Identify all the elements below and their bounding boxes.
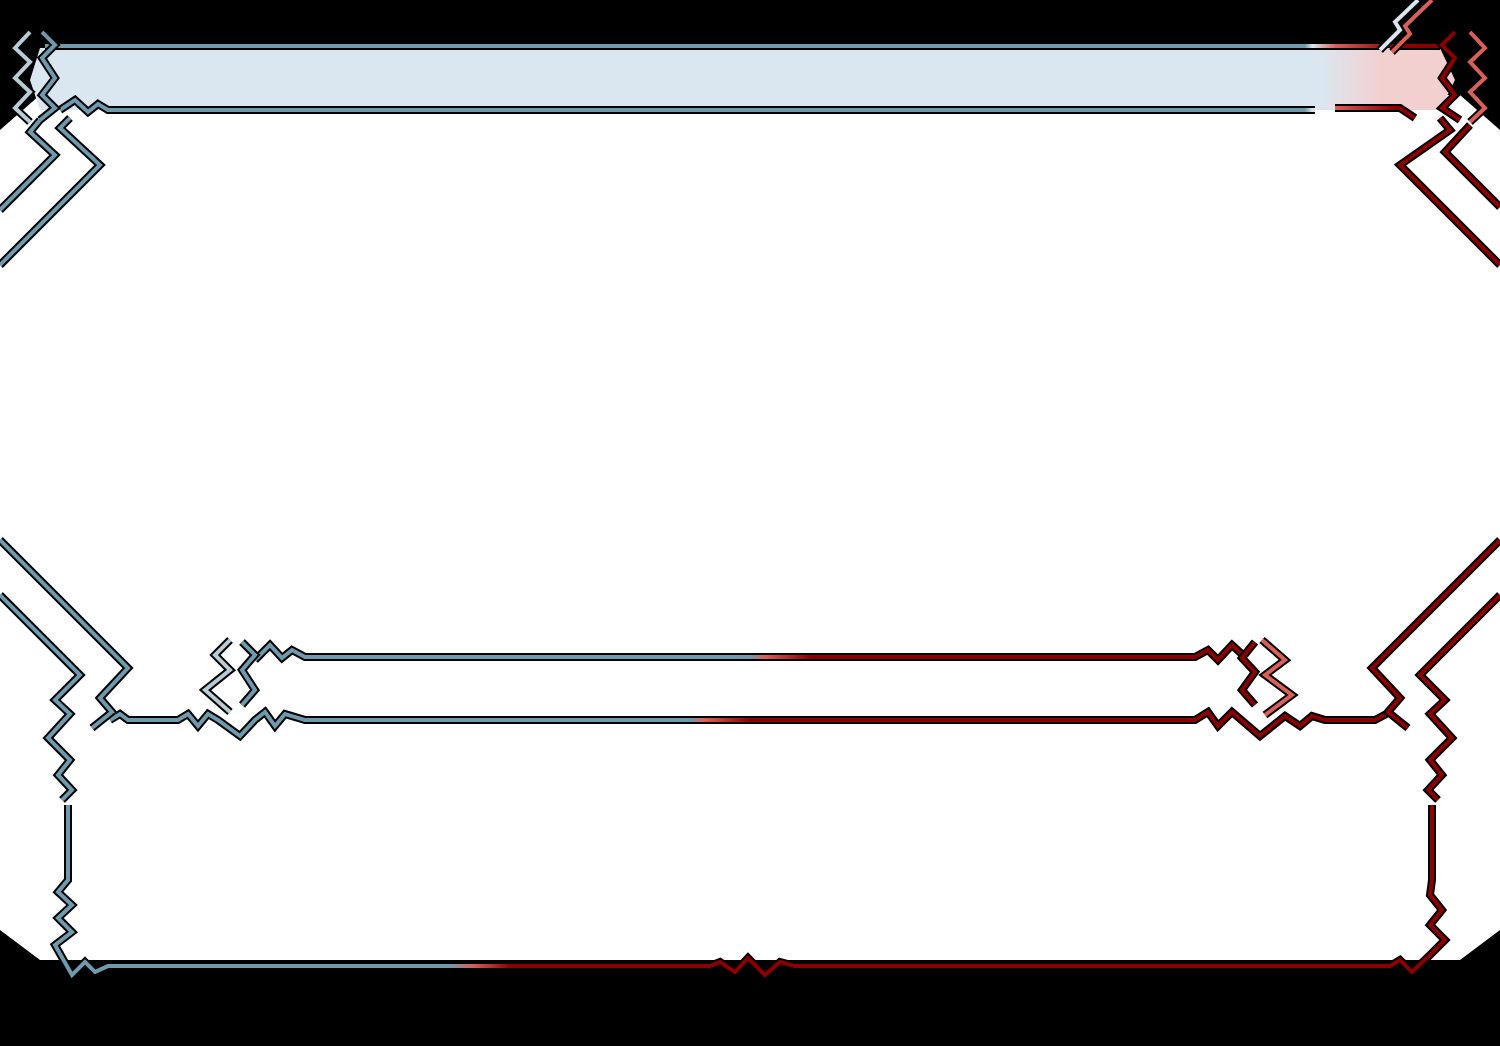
bottom-border	[0, 945, 1500, 1046]
playfield-background	[0, 95, 1500, 960]
ornament-top-right	[1393, 29, 1500, 268]
top-left-corner	[0, 0, 20, 20]
ornament-lower-right	[1366, 537, 1500, 803]
bottom-panel	[49, 805, 1451, 982]
ornament-top-left	[0, 29, 106, 268]
top-bar	[30, 0, 1455, 122]
ornament-lower-left	[0, 537, 134, 803]
middle-panel	[107, 636, 1392, 742]
